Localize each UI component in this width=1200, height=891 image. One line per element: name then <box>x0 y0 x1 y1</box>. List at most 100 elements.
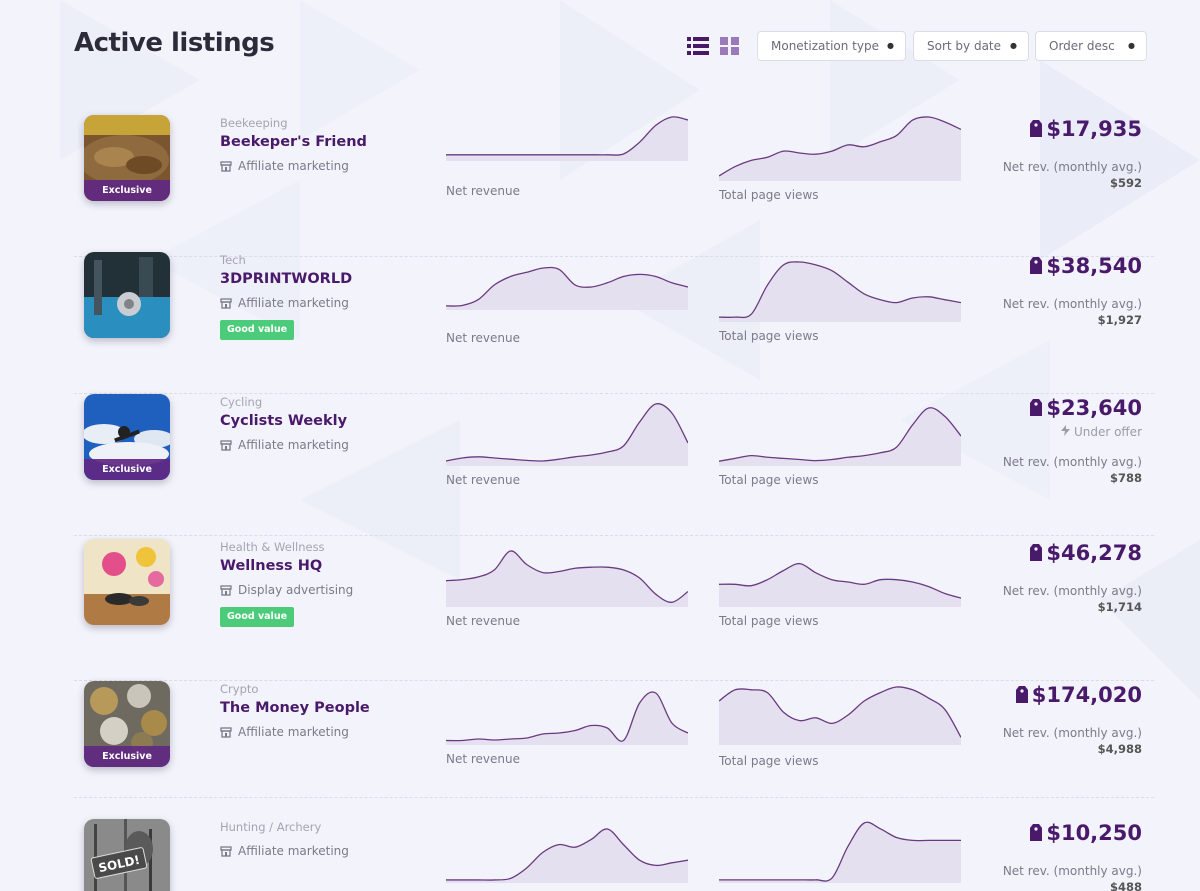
exclusive-ribbon: Exclusive <box>84 459 170 480</box>
page-views-sparkline <box>719 562 961 607</box>
sparkline-area <box>719 261 961 322</box>
listing-row[interactable]: SOLD! Hunting / Archery Affiliate market… <box>74 819 1154 891</box>
net-rev-label: Net rev. (monthly avg.) <box>1002 297 1142 311</box>
listing-price: $38,540 <box>902 252 1142 280</box>
price-tag-icon <box>1030 544 1043 561</box>
net-revenue-label: Net revenue <box>446 752 521 766</box>
sort-label: Sort by date <box>927 39 1002 53</box>
storefront-icon <box>220 298 232 309</box>
listing-name[interactable]: Cyclists Weekly <box>220 413 348 429</box>
listing-thumbnail[interactable]: Exclusive <box>84 115 170 201</box>
page-title: Active listings <box>74 28 275 58</box>
page-views-label: Total page views <box>719 473 819 487</box>
net-revenue-chart: Net revenue <box>446 402 688 488</box>
sparkline-line <box>719 686 961 738</box>
row-divider <box>74 256 1154 257</box>
under-offer-label: Under offer <box>1073 425 1142 439</box>
monetization-type-dropdown[interactable]: Monetization type ● <box>757 31 906 61</box>
order-dropdown[interactable]: Order desc ● <box>1035 31 1147 61</box>
listing-category: Crypto <box>220 682 259 696</box>
listing-thumbnail[interactable]: Exclusive <box>84 681 170 767</box>
monetization-label: Affiliate marketing <box>238 844 349 858</box>
listing-name[interactable]: The Money People <box>220 700 370 716</box>
sparkline-line <box>719 562 961 599</box>
good-value-badge: Good value <box>220 607 295 627</box>
listing-info: Beekeeping Beekeper's Friend Affiliate m… <box>220 115 420 174</box>
price-value: $174,020 <box>1031 683 1142 707</box>
listing-thumbnail[interactable]: Exclusive <box>84 394 170 480</box>
listing-category: Hunting / Archery <box>220 820 322 834</box>
listing-category: Tech <box>220 253 246 267</box>
net-revenue-chart <box>446 827 688 883</box>
sparkline-area <box>719 407 961 466</box>
monetization-method: Affiliate marketing <box>220 843 420 859</box>
net-rev-label: Net rev. (monthly avg.) <box>1002 455 1142 469</box>
exclusive-ribbon: Exclusive <box>84 180 170 201</box>
price-tag-icon <box>1030 824 1043 841</box>
sparkline-area <box>719 686 961 745</box>
price-value: $23,640 <box>1046 396 1142 420</box>
price-tag-icon <box>1030 257 1043 274</box>
listing-info: Hunting / Archery Affiliate marketing <box>220 819 420 859</box>
price-block: $174,020 Net rev. (monthly avg.) $4,988 <box>902 681 1142 758</box>
page-views-chart: Total page views <box>719 260 961 344</box>
good-value-badge: Good value <box>220 320 295 340</box>
page-header: Active listings Monetization type ● <box>0 0 1200 90</box>
listing-row[interactable]: Health & Wellness Wellness HQ Display ad… <box>74 539 1154 681</box>
listing-thumbnail[interactable] <box>84 539 170 625</box>
listing-row[interactable]: Exclusive Beekeeping Beekeper's Friend A… <box>74 115 1154 257</box>
listing-price: $174,020 <box>902 681 1142 709</box>
sparkline-area <box>446 116 688 161</box>
sparkline-area <box>446 267 688 310</box>
net-revenue-sparkline <box>446 266 688 310</box>
monetization-method: Display advertising <box>220 582 420 598</box>
page-views-sparkline <box>719 686 961 745</box>
page-views-chart: Total page views <box>719 115 961 203</box>
sparkline-line <box>446 828 688 881</box>
sparkline-area <box>446 691 688 745</box>
price-block: $10,250 Net rev. (monthly avg.) $488 <box>902 819 1142 891</box>
page-views-label: Total page views <box>719 754 819 768</box>
listing-info: Crypto The Money People Affiliate market… <box>220 681 420 740</box>
monetization-method: Affiliate marketing <box>220 295 420 311</box>
sort-dropdown[interactable]: Sort by date ● <box>913 31 1029 61</box>
page-views-chart: Total page views <box>719 685 961 769</box>
page-views-label: Total page views <box>719 188 819 202</box>
monetization-method: Affiliate marketing <box>220 437 420 453</box>
grid-view-icon[interactable] <box>719 36 741 56</box>
monetization-method: Affiliate marketing <box>220 158 420 174</box>
net-revenue-label: Net revenue <box>446 614 521 628</box>
listing-thumbnail[interactable] <box>84 252 170 338</box>
net-rev-label: Net rev. (monthly avg.) <box>1002 584 1142 598</box>
listing-row[interactable]: Tech 3DPRINTWORLD Affiliate marketing Go… <box>74 252 1154 394</box>
listing-name[interactable]: 3DPRINTWORLD <box>220 271 353 287</box>
list-view-icon[interactable] <box>687 36 709 56</box>
caret-down-icon: ● <box>887 41 894 50</box>
storefront-icon <box>220 585 232 596</box>
sparkline-line <box>719 407 961 462</box>
net-rev-value: $488 <box>1109 880 1142 891</box>
listing-row[interactable]: Exclusive Crypto The Money People Affili… <box>74 681 1154 798</box>
sparkline-line <box>446 550 688 603</box>
net-rev-value: $1,714 <box>1097 600 1142 614</box>
row-divider <box>74 797 1154 798</box>
exclusive-ribbon: Exclusive <box>84 746 170 767</box>
listing-name[interactable]: Beekeper's Friend <box>220 134 367 150</box>
row-divider <box>74 535 1154 536</box>
sparkline-area <box>719 563 961 607</box>
caret-down-icon: ● <box>1010 41 1017 50</box>
net-rev-value: $4,988 <box>1097 742 1142 756</box>
listing-category: Cycling <box>220 395 263 409</box>
monetization-label: Affiliate marketing <box>238 438 349 452</box>
monetization-type-label: Monetization type <box>771 39 879 53</box>
net-rev-value: $1,927 <box>1097 313 1142 327</box>
sparkline-line <box>719 116 961 177</box>
sparkline-area <box>446 403 688 466</box>
sparkline-area <box>446 550 688 607</box>
listing-name[interactable]: Wellness HQ <box>220 558 323 574</box>
listing-thumbnail[interactable]: SOLD! <box>84 819 170 891</box>
listing-row[interactable]: Exclusive Cycling Cyclists Weekly Affili… <box>74 394 1154 536</box>
row-divider <box>74 680 1154 681</box>
price-block: $38,540 Net rev. (monthly avg.) $1,927 <box>902 252 1142 329</box>
